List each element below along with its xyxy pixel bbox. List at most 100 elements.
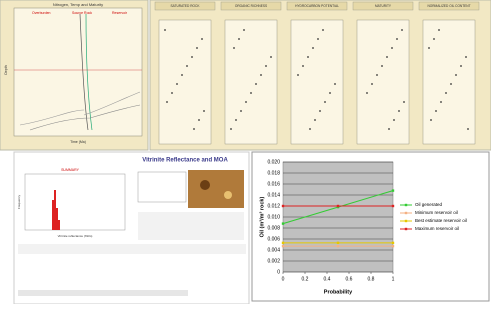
log-dot [430, 119, 432, 121]
log-dot [255, 83, 257, 85]
hist-bar [52, 200, 54, 230]
log-track [291, 20, 343, 144]
log-track [225, 20, 277, 144]
log-column-title: SATURATED ROCK [171, 4, 201, 8]
log-track [159, 20, 211, 144]
log-dot [233, 47, 235, 49]
series-marker [337, 245, 339, 247]
log-dot [334, 83, 336, 85]
log-dot [398, 110, 400, 112]
summary-table [138, 172, 186, 202]
log-dot [193, 128, 195, 130]
photo [188, 170, 244, 208]
log-dot [265, 65, 267, 67]
log-dot [240, 110, 242, 112]
legend-marker [405, 228, 407, 230]
series-marker [392, 245, 394, 247]
y-tick-label: 0.012 [267, 203, 280, 209]
log-dot [186, 65, 188, 67]
data-row [18, 290, 188, 296]
log-dot [393, 119, 395, 121]
x-tick-label: 1 [392, 276, 395, 282]
burial-label: Reservoir [112, 11, 128, 15]
y-tick-label: 0.014 [267, 192, 280, 198]
log-dot [176, 83, 178, 85]
log-dot [391, 47, 393, 49]
log-dot [317, 38, 319, 40]
burial-label: Overburden [32, 11, 51, 15]
log-dot [440, 101, 442, 103]
log-column-title: HYDROCARBON POTENTIAL [295, 4, 339, 8]
log-dot [435, 110, 437, 112]
y-tick-label: 0.004 [267, 247, 280, 253]
log-dot [314, 119, 316, 121]
comment-block [138, 212, 244, 240]
y-tick-label: 0.020 [267, 159, 280, 165]
log-dot [381, 65, 383, 67]
log-dot [245, 101, 247, 103]
legend-marker [405, 212, 407, 214]
y-tick-label: 0.006 [267, 236, 280, 242]
legend-marker [405, 204, 407, 206]
series-marker [337, 242, 339, 244]
log-dot [376, 74, 378, 76]
log-dot [297, 74, 299, 76]
y-tick-label: 0.002 [267, 258, 280, 264]
legend-label: Oil generated [415, 202, 443, 207]
log-dot [230, 128, 232, 130]
series-marker [282, 245, 284, 247]
log-dot [433, 38, 435, 40]
log-dot [455, 74, 457, 76]
series-marker [392, 189, 394, 191]
log-dot [401, 29, 403, 31]
y-tick-label: 0.018 [267, 170, 280, 176]
log-dot [428, 47, 430, 49]
hist-bar [58, 220, 60, 230]
log-dot [465, 56, 467, 58]
log-dot [203, 110, 205, 112]
series-marker [392, 242, 394, 244]
log-dot [307, 56, 309, 58]
vitrinite-title: Vitrinite Reflectance and MOA [142, 158, 228, 164]
log-dot [366, 92, 368, 94]
log-dot [166, 101, 168, 103]
x-tick-label: 0.8 [368, 276, 375, 282]
log-dot [329, 92, 331, 94]
series-marker [392, 205, 394, 207]
x-tick-label: 0 [282, 276, 285, 282]
log-dot [371, 83, 373, 85]
log-dot [467, 128, 469, 130]
legend-marker [405, 220, 407, 222]
log-dot [243, 29, 245, 31]
legend-label: Maximum reservoir oil [415, 226, 459, 231]
x-tick-label: 0.6 [346, 276, 353, 282]
log-track [357, 20, 409, 144]
series-marker [282, 222, 284, 224]
log-dot [388, 128, 390, 130]
legend-label: Best estimate reservoir oil [415, 218, 467, 223]
burial-label: Source Rock [72, 11, 92, 15]
y-tick-label: 0.010 [267, 214, 280, 220]
y-axis-title: Oil (m³/m³ rock) [258, 197, 265, 238]
log-dot [270, 56, 272, 58]
legend-label: Minimum reservoir oil [415, 210, 458, 215]
log-dot [238, 38, 240, 40]
log-dot [198, 119, 200, 121]
log-dot [460, 65, 462, 67]
log-column-title: MATURITY [375, 4, 392, 8]
data-row [18, 244, 246, 254]
y-tick-label: 0.016 [267, 181, 280, 187]
burial-ylabel: Depth [4, 65, 8, 74]
series-marker [282, 242, 284, 244]
x-axis-title: Probability [324, 289, 353, 295]
log-dot [445, 92, 447, 94]
log-dot [386, 56, 388, 58]
log-dot [250, 92, 252, 94]
photo-detail [200, 180, 210, 190]
burial-title: Nitrogen, Temp and Maturity [53, 2, 103, 7]
log-dot [396, 38, 398, 40]
series-marker [337, 205, 339, 207]
log-dot [235, 119, 237, 121]
log-dot [319, 110, 321, 112]
x-tick-label: 0.4 [324, 276, 331, 282]
